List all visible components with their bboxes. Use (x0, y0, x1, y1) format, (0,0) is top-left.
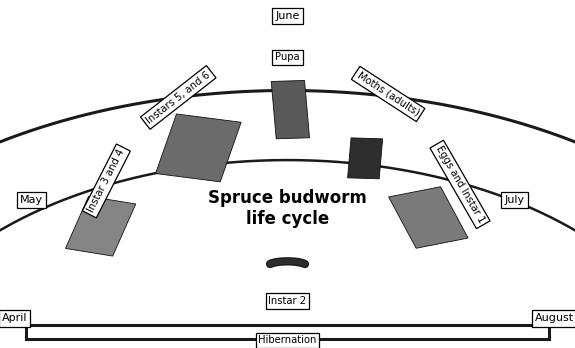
Text: Instars 5, and 6: Instars 5, and 6 (144, 70, 212, 125)
Text: Pupa: Pupa (275, 53, 300, 62)
Text: Moths (adults): Moths (adults) (355, 70, 421, 118)
Bar (348, 138, 382, 179)
Bar (389, 187, 468, 248)
Text: May: May (20, 195, 43, 205)
Text: Spruce budworm
life cycle: Spruce budworm life cycle (208, 189, 367, 228)
Bar (66, 196, 136, 256)
Text: July: July (505, 195, 525, 205)
Text: Instar 3 and 4: Instar 3 and 4 (86, 148, 126, 214)
Text: April: April (2, 314, 27, 323)
Bar (271, 80, 309, 139)
Bar (156, 114, 241, 182)
Text: Instar 2: Instar 2 (269, 296, 306, 306)
Text: June: June (275, 11, 300, 21)
Text: August: August (535, 314, 574, 323)
Text: Eggs and Instar 1: Eggs and Instar 1 (434, 144, 486, 225)
Text: Hibernation: Hibernation (258, 335, 317, 345)
